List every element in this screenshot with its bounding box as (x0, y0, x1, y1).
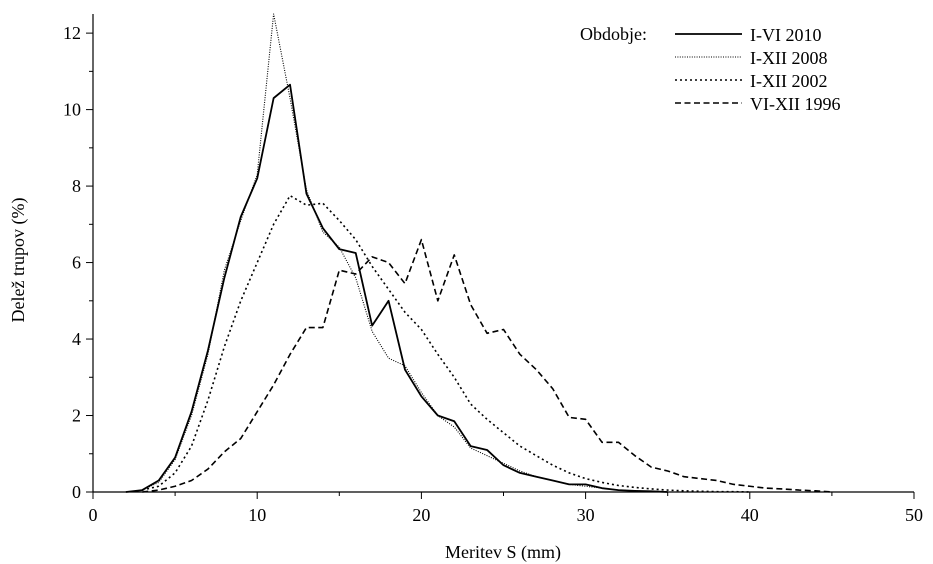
legend-title: Obdobje: (580, 24, 647, 44)
legend-label-2: I-XII 2008 (750, 48, 827, 68)
y-tick-label: 12 (63, 23, 81, 43)
legend-label-1: I-VI 2010 (750, 25, 821, 45)
axes: 0 10 20 30 40 50 0 2 4 6 8 10 12 (63, 14, 923, 525)
y-axis-title: Delež trupov (%) (8, 198, 29, 323)
x-tick-label: 10 (248, 505, 266, 525)
y-tick-label: 6 (72, 253, 81, 273)
series-line-2 (125, 13, 668, 493)
y-tick-label: 0 (72, 482, 81, 502)
legend-label-4: VI-XII 1996 (750, 94, 840, 114)
y-tick-label: 4 (72, 329, 81, 349)
x-tick-label: 0 (89, 505, 98, 525)
x-axis-title: Meritev S (mm) (445, 542, 561, 563)
series-line-3 (142, 194, 750, 493)
x-tick-label: 50 (905, 505, 923, 525)
legend: Obdobje: I-VI 2010 I-XII 2008 I-XII 2002 VI-… (580, 24, 840, 114)
y-tick-label: 8 (72, 176, 81, 196)
y-tick-label: 10 (63, 100, 81, 120)
x-tick-label: 40 (741, 505, 759, 525)
series-line-1 (125, 83, 668, 493)
x-tick-label: 20 (412, 505, 430, 525)
series-line-4 (142, 238, 832, 493)
y-tick-label: 2 (72, 406, 81, 426)
series-layer (125, 13, 832, 493)
x-tick-label: 30 (577, 505, 595, 525)
legend-label-3: I-XII 2002 (750, 71, 827, 91)
